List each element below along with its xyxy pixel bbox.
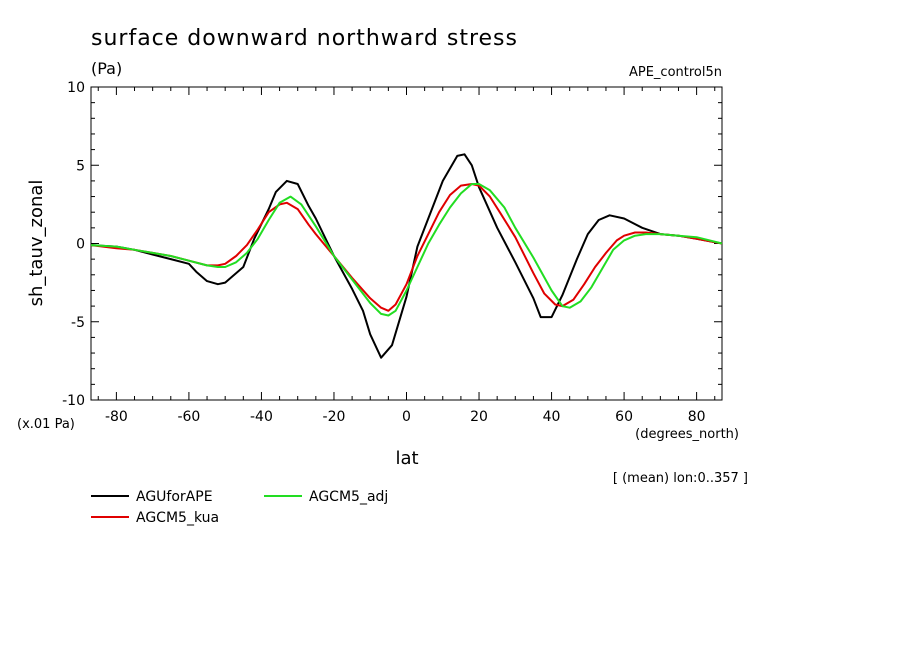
legend-label: AGCM5_adj bbox=[309, 489, 388, 505]
x-tick-label: -40 bbox=[250, 409, 273, 425]
legend-label: AGCM5_kua bbox=[136, 510, 219, 526]
x-tick-label: 40 bbox=[543, 409, 561, 425]
x-tick-label: 80 bbox=[688, 409, 706, 425]
experiment-label: APE_control5n bbox=[629, 65, 722, 80]
y-tick-label: 5 bbox=[76, 158, 85, 174]
y-tick-label: 0 bbox=[76, 237, 85, 253]
y-axis-label: sh_tauv_zonal bbox=[26, 180, 47, 307]
x-tick-label: 0 bbox=[402, 409, 411, 425]
x-unit-label: (degrees_north) bbox=[635, 427, 739, 442]
chart-title: surface downward northward stress bbox=[91, 26, 518, 51]
chart-unit: (Pa) bbox=[91, 59, 122, 78]
x-axis-label: lat bbox=[395, 448, 418, 469]
legend-label: AGUforAPE bbox=[136, 489, 213, 505]
x-tick-label: -60 bbox=[177, 409, 200, 425]
x-tick-label: -80 bbox=[105, 409, 128, 425]
x-tick-label: 20 bbox=[470, 409, 488, 425]
y-axis: -10 -5 0 5 10 bbox=[62, 80, 722, 409]
x-tick-label: 60 bbox=[615, 409, 633, 425]
series-line-aguforape bbox=[90, 153, 723, 359]
y-tick-label: -10 bbox=[62, 393, 85, 409]
y-tick-label: 10 bbox=[67, 80, 85, 96]
y-scale-note: (x.01 Pa) bbox=[17, 417, 75, 432]
series-line-agcm5-kua bbox=[90, 183, 723, 312]
x-axis: -80 -60 -40 -20 0 20 40 60 80 bbox=[97, 87, 716, 425]
plot-frame bbox=[90, 86, 723, 401]
y-tick-label: -5 bbox=[71, 315, 85, 331]
series-line-agcm5-adj bbox=[90, 183, 723, 317]
x-tick-label: -20 bbox=[323, 409, 346, 425]
legend: AGUforAPE AGCM5_kua AGCM5_adj bbox=[91, 489, 388, 526]
footnote: [ (mean) lon:0..357 ] bbox=[613, 471, 748, 486]
series-layer bbox=[90, 153, 723, 359]
